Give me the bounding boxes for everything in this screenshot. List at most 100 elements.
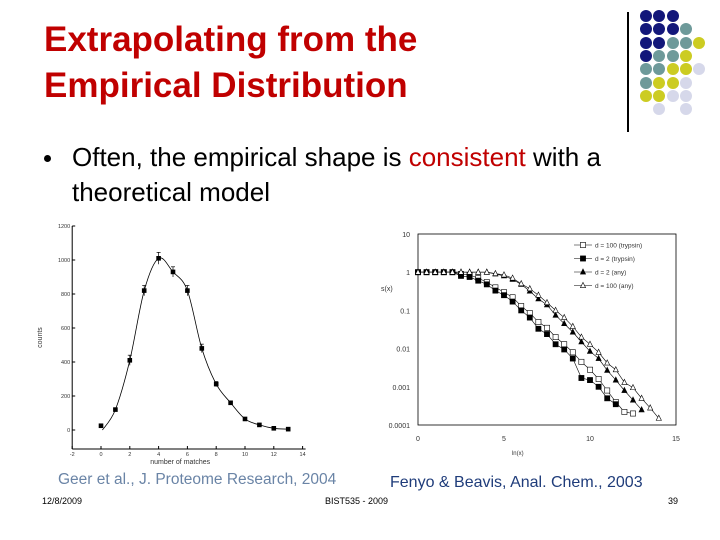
left-chart-y-tick-label: 600 (61, 326, 70, 332)
right-chart-point (440, 268, 447, 275)
legend-label: d = 100 (trypsin) (595, 243, 642, 250)
right-chart-point (561, 346, 568, 353)
legend-marker (580, 242, 586, 248)
right-chart-point (629, 396, 637, 403)
decorative-dot (666, 23, 679, 36)
right-chart-point (544, 324, 550, 331)
decorative-dot (653, 103, 666, 116)
left-chart-point (199, 346, 205, 351)
left-chart-x-tick-label: 0 (99, 452, 102, 458)
left-chart-point (98, 423, 104, 429)
right-chart (414, 233, 677, 426)
bullet-highlight: consistent (408, 142, 526, 172)
right-chart-point (621, 378, 628, 385)
decorative-dot (653, 10, 666, 22)
right-chart-point (604, 366, 611, 373)
right-chart-point (535, 291, 542, 298)
decorative-dot (653, 89, 666, 102)
left-chart-point (156, 256, 161, 261)
footer-date: 12/8/2009 (42, 496, 83, 506)
left-chart-y-tick-label: 0 (67, 428, 70, 434)
right-chart-x-tick-label: 10 (586, 436, 594, 443)
left-chart-x-tick-label: 2 (128, 452, 131, 458)
right-chart-point (621, 386, 628, 393)
left-chart-y-label: counts (37, 327, 44, 348)
decorative-dot (666, 89, 679, 102)
right-chart-point (561, 341, 568, 348)
decorative-dot (666, 10, 679, 22)
decorative-dot (679, 23, 692, 36)
decorative-dot (679, 36, 692, 49)
right-chart-point (638, 394, 645, 401)
right-chart-point (552, 334, 559, 341)
right-chart-point (526, 314, 533, 321)
right-chart-point (621, 409, 628, 415)
left-chart-y-tick-label: 400 (61, 360, 70, 366)
decorative-dot (640, 63, 652, 76)
right-chart-point (509, 298, 516, 305)
right-chart-point (578, 375, 585, 381)
right-chart-point (587, 377, 593, 383)
left-chart-point (271, 426, 277, 431)
legend-label: d = 2 (trypsin) (595, 256, 635, 263)
right-chart-point (604, 395, 611, 402)
right-chart-point (629, 383, 637, 391)
right-chart-point (535, 295, 542, 302)
decorative-divider (627, 12, 629, 132)
decorative-dot (666, 63, 679, 76)
right-chart-point (552, 311, 559, 318)
decorative-dot (640, 49, 652, 62)
right-chart-point (638, 406, 645, 413)
right-chart-point (501, 292, 507, 299)
right-chart-point (569, 322, 576, 329)
right-chart-x-tick-label: 5 (502, 436, 506, 443)
right-chart-point (483, 268, 490, 275)
right-chart-point (466, 268, 473, 275)
right-chart-point (561, 313, 568, 320)
decorative-dot (679, 89, 692, 102)
bullet-text: Often, the empirical shape is consistent… (72, 140, 692, 210)
right-chart-y-tick-label: 1 (406, 270, 410, 277)
left-chart-x-tick-label: 4 (157, 452, 160, 458)
left-chart-x-tick-label: 6 (186, 452, 189, 458)
decorative-dot (653, 49, 666, 62)
left-chart-fit-curve (102, 257, 289, 431)
right-chart-point (595, 383, 602, 390)
left-chart-y-tick-label: 1000 (58, 258, 70, 264)
left-chart (71, 225, 306, 450)
right-chart-plot-frame (417, 233, 677, 426)
decorative-dot (653, 36, 666, 49)
right-chart-point (492, 269, 499, 276)
right-chart-point (569, 355, 576, 362)
left-chart-point (285, 426, 291, 432)
right-chart-point (509, 274, 516, 281)
right-chart-y-tick-label: 0.0001 (389, 423, 411, 430)
title-line-1: Extrapolating from the (44, 20, 418, 59)
right-chart-point (552, 341, 559, 348)
right-chart-point (414, 268, 422, 275)
right-chart-point (586, 340, 594, 347)
right-chart-point (578, 338, 585, 345)
caption-left-citation: Geer et al., J. Proteome Research, 2004 (58, 471, 337, 488)
right-chart-point (449, 268, 456, 275)
decorative-dot (640, 36, 652, 49)
right-chart-x-tick-label: 15 (672, 436, 680, 443)
left-chart-point (127, 358, 133, 363)
right-chart-series-line (418, 271, 634, 414)
bullet-icon (44, 155, 51, 162)
right-chart-point (475, 268, 482, 275)
right-chart-point (612, 365, 619, 373)
right-chart-point (612, 376, 619, 383)
right-chart-point (457, 268, 465, 275)
left-chart-x-tick-label: 12 (271, 452, 277, 458)
right-chart-point (604, 387, 611, 394)
decorative-dot (640, 89, 652, 102)
decorative-dot (679, 49, 692, 62)
decorative-dot (693, 36, 706, 49)
footer-page-number: 39 (668, 496, 679, 506)
right-chart-point (595, 354, 602, 361)
legend-marker (579, 281, 587, 288)
right-chart-point (630, 410, 636, 417)
legend-label: d = 100 (any) (595, 283, 633, 290)
